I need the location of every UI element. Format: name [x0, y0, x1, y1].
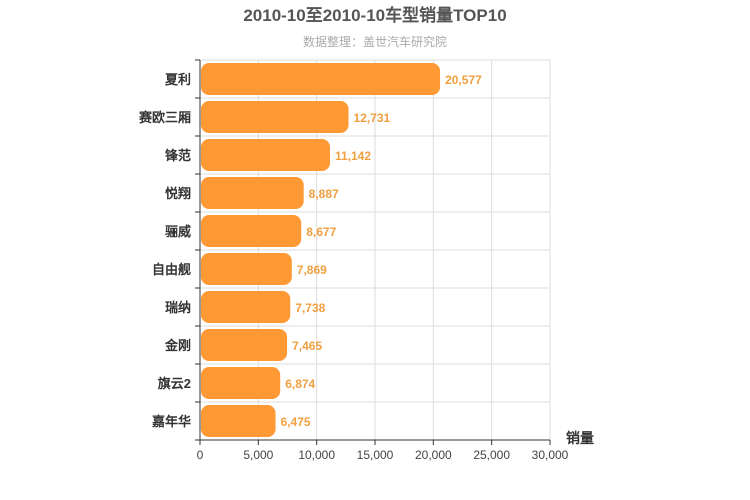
- bar: [201, 139, 330, 171]
- bar: [201, 329, 288, 361]
- bar: [201, 215, 302, 247]
- bar: [201, 405, 276, 437]
- category-label: 赛欧三厢: [138, 110, 191, 125]
- value-label: 6,874: [285, 377, 315, 391]
- bar: [201, 177, 304, 209]
- value-label: 6,475: [281, 415, 311, 429]
- category-label: 锋范: [165, 148, 191, 163]
- category-label: 瑞纳: [165, 300, 191, 315]
- bars: 20,577 12,731 11,142 8,887 8,677 7,869 7,738 7,…: [201, 63, 482, 437]
- value-label: 12,731: [354, 111, 391, 125]
- x-tick-label: 20,000: [415, 448, 452, 462]
- value-label: 8,887: [309, 187, 339, 201]
- value-label: 7,869: [297, 263, 327, 277]
- value-label: 11,142: [335, 149, 371, 163]
- value-label: 20,577: [445, 73, 482, 87]
- category-label: 夏利: [164, 72, 191, 87]
- x-tick-label: 15,000: [357, 448, 394, 462]
- bar: [201, 63, 441, 95]
- axes: 0 5,000 10,000 15,000 20,000 25,000 30,000 夏利赛欧…: [138, 59, 569, 462]
- category-label: 嘉年华: [151, 414, 191, 429]
- x-axis-title: 销量: [566, 430, 594, 446]
- value-label: 7,738: [295, 301, 325, 315]
- chart-subtitle: 数据整理：盖世汽车研究院: [303, 34, 447, 49]
- x-tick-label: 10,000: [298, 448, 335, 462]
- category-label: 自由舰: [152, 262, 191, 277]
- category-label: 悦翔: [165, 186, 191, 201]
- x-tick-label: 5,000: [243, 448, 273, 462]
- x-tick-label: 25,000: [473, 448, 510, 462]
- category-label: 骊威: [165, 224, 191, 239]
- bar: [201, 101, 349, 133]
- x-tick-label: 30,000: [532, 448, 569, 462]
- value-label: 8,677: [306, 225, 336, 239]
- value-label: 7,465: [292, 339, 322, 353]
- x-tick-label: 0: [197, 448, 204, 462]
- bar: [201, 253, 292, 285]
- bar: [201, 291, 291, 323]
- category-label: 金刚: [164, 338, 191, 353]
- category-label: 旗云2: [158, 376, 191, 391]
- chart-title: 2010-10至2010-10车型销量TOP10: [243, 5, 506, 25]
- bar: [201, 367, 281, 399]
